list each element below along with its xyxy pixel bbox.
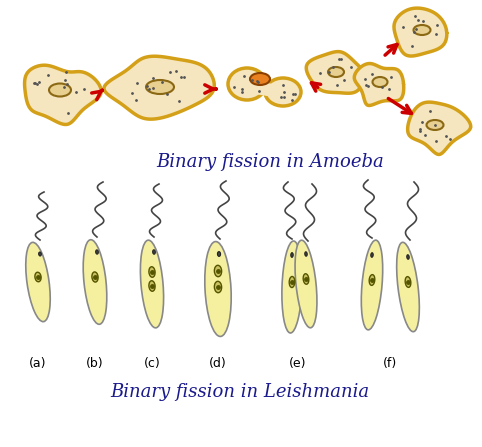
Ellipse shape: [35, 272, 41, 282]
Text: Binary fission in Leishmania: Binary fission in Leishmania: [110, 383, 370, 401]
Text: (c): (c): [144, 358, 161, 371]
Ellipse shape: [305, 252, 307, 256]
Ellipse shape: [26, 242, 50, 322]
Polygon shape: [354, 63, 404, 105]
Ellipse shape: [362, 240, 383, 330]
Ellipse shape: [146, 80, 174, 94]
Ellipse shape: [414, 25, 430, 35]
Ellipse shape: [427, 120, 443, 130]
Ellipse shape: [282, 241, 302, 333]
Ellipse shape: [92, 272, 98, 282]
Ellipse shape: [217, 252, 221, 257]
Polygon shape: [255, 81, 273, 97]
Ellipse shape: [397, 242, 419, 332]
Ellipse shape: [49, 84, 71, 97]
Text: (e): (e): [289, 358, 307, 371]
Ellipse shape: [250, 73, 270, 85]
Ellipse shape: [303, 274, 309, 284]
Text: (f): (f): [383, 358, 397, 371]
Text: (d): (d): [209, 358, 227, 371]
Text: (b): (b): [86, 358, 104, 371]
Ellipse shape: [214, 266, 222, 277]
Ellipse shape: [205, 241, 231, 337]
Ellipse shape: [95, 250, 98, 254]
Ellipse shape: [291, 253, 293, 257]
Ellipse shape: [228, 68, 266, 100]
Ellipse shape: [371, 253, 373, 257]
Ellipse shape: [39, 252, 41, 256]
Polygon shape: [104, 56, 214, 119]
Ellipse shape: [295, 240, 317, 328]
Ellipse shape: [153, 250, 155, 254]
Ellipse shape: [149, 267, 155, 277]
Polygon shape: [306, 51, 364, 93]
Polygon shape: [408, 102, 471, 155]
Ellipse shape: [149, 281, 155, 291]
Text: (a): (a): [29, 358, 47, 371]
Ellipse shape: [373, 77, 388, 87]
Polygon shape: [25, 65, 101, 124]
Ellipse shape: [140, 240, 163, 328]
Text: Binary fission in Amoeba: Binary fission in Amoeba: [156, 153, 384, 171]
Ellipse shape: [83, 240, 107, 324]
Ellipse shape: [405, 277, 411, 287]
Ellipse shape: [289, 277, 295, 287]
Ellipse shape: [265, 78, 301, 106]
Ellipse shape: [214, 281, 222, 293]
Polygon shape: [394, 8, 447, 56]
Ellipse shape: [369, 274, 375, 285]
Ellipse shape: [407, 255, 409, 259]
Ellipse shape: [328, 67, 344, 77]
